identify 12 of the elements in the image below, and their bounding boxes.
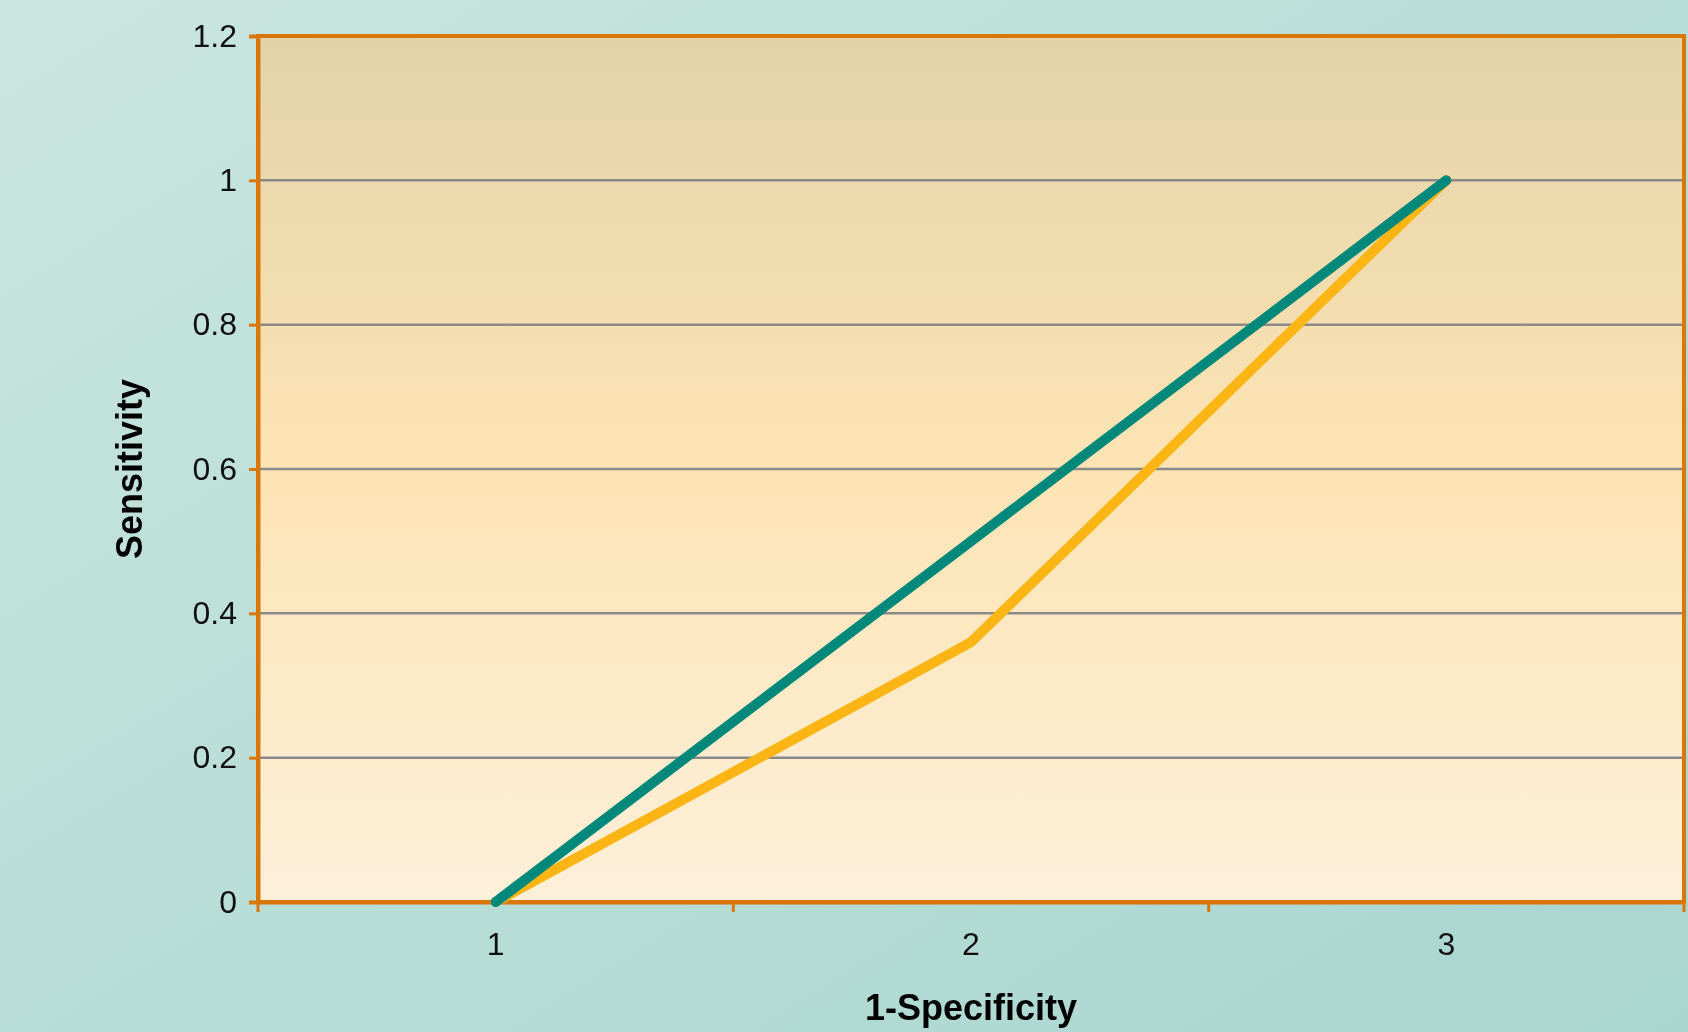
x-tick-label: 3 bbox=[1437, 925, 1456, 962]
y-tick-label: 0.4 bbox=[192, 595, 237, 632]
y-tick-label: 0.8 bbox=[192, 306, 237, 343]
x-tick-label: 1 bbox=[486, 925, 505, 962]
y-tick-label: 1.2 bbox=[192, 17, 237, 54]
x-tick-label: 2 bbox=[962, 925, 980, 962]
y-tick-label: 0 bbox=[219, 883, 237, 920]
x-axis-title: 1-Specificity bbox=[864, 987, 1078, 1028]
y-tick-label: 0.6 bbox=[192, 450, 237, 487]
y-tick-label: 1 bbox=[219, 162, 237, 199]
y-tick-label: 0.2 bbox=[192, 739, 237, 776]
y-axis-title: Sensitivity bbox=[109, 378, 150, 560]
